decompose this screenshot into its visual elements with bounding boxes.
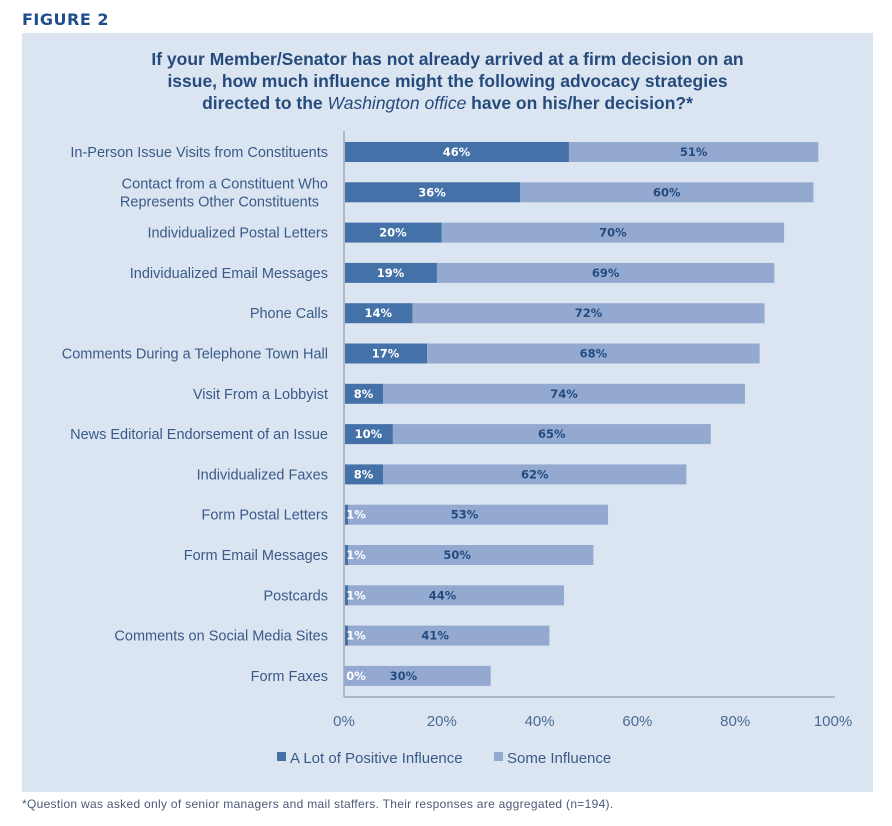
bar-some	[344, 665, 491, 686]
chart-title: If your Member/Senator has not already a…	[22, 48, 873, 114]
data-label-a-lot: 1%	[346, 508, 366, 522]
bar-a-lot	[345, 262, 437, 283]
figure-label: FIGURE 2	[22, 10, 109, 29]
data-label-some: 41%	[421, 629, 449, 643]
data-label-some: 53%	[451, 508, 479, 522]
chart-title-line-3-post: have on his/her decision?*	[466, 93, 693, 113]
bar-some	[383, 464, 687, 485]
category-label: Represents Other Constituents	[120, 194, 319, 210]
x-tick-label: 40%	[525, 713, 555, 730]
bar-some	[348, 625, 550, 646]
data-label-some: 72%	[575, 306, 603, 320]
bar-some	[383, 383, 745, 404]
category-label: In-Person Issue Visits from Constituents	[70, 145, 328, 161]
data-label-a-lot: 0%	[346, 669, 366, 683]
bar-a-lot	[345, 383, 384, 404]
bar-a-lot	[345, 424, 393, 445]
data-label-some: 74%	[550, 387, 578, 401]
data-label-a-lot: 1%	[346, 588, 366, 602]
data-label-some: 62%	[521, 467, 549, 481]
legend-label-some: Some Influence	[507, 750, 611, 767]
x-tick-label: 20%	[427, 713, 457, 730]
category-label: Individualized Email Messages	[130, 266, 328, 282]
bar-a-lot	[345, 585, 348, 606]
bar-some	[348, 504, 609, 525]
data-label-a-lot: 8%	[354, 467, 374, 481]
data-label-some: 50%	[443, 548, 471, 562]
data-label-some: 68%	[580, 347, 608, 361]
bar-a-lot	[345, 625, 348, 646]
bar-some	[520, 182, 814, 203]
bar-a-lot	[345, 464, 384, 485]
data-label-a-lot: 14%	[364, 306, 392, 320]
category-label: Comments During a Telephone Town Hall	[62, 347, 328, 363]
bar-a-lot	[345, 504, 348, 525]
bar-a-lot	[345, 303, 413, 324]
category-label: News Editorial Endorsement of an Issue	[70, 427, 328, 443]
data-label-a-lot: 1%	[346, 548, 366, 562]
category-label: Postcards	[264, 588, 328, 604]
data-label-a-lot: 36%	[418, 185, 446, 199]
bar-some	[392, 424, 711, 445]
x-tick-label: 100%	[814, 713, 852, 730]
data-label-a-lot: 10%	[355, 427, 383, 441]
data-label-a-lot: 19%	[377, 266, 405, 280]
bar-some	[436, 262, 775, 283]
bar-some	[348, 545, 594, 565]
data-label-some: 30%	[390, 669, 418, 683]
bar-a-lot	[345, 545, 348, 565]
category-label: Comments on Social Media Sites	[114, 629, 328, 645]
bar-a-lot	[345, 142, 569, 162]
bar-some	[348, 585, 565, 606]
data-label-a-lot: 20%	[379, 226, 407, 240]
chart-title-emphasis: Washington office	[327, 93, 467, 113]
category-label: Visit From a Lobbyist	[193, 387, 328, 403]
footnote: *Question was asked only of senior manag…	[22, 797, 614, 811]
data-label-some: 69%	[592, 266, 620, 280]
category-label: Phone Calls	[250, 306, 328, 322]
data-label-a-lot: 46%	[443, 145, 471, 159]
legend-swatch-some	[494, 752, 503, 761]
data-label-a-lot: 8%	[354, 387, 374, 401]
bar-a-lot	[345, 182, 521, 203]
x-tick-label: 60%	[622, 713, 652, 730]
chart-title-line-3-pre: directed to the	[202, 93, 328, 113]
x-tick-label: 80%	[720, 713, 750, 730]
data-label-some: 70%	[599, 226, 627, 240]
legend-swatch-a-lot	[277, 752, 286, 761]
category-label: Form Email Messages	[184, 548, 328, 564]
bar-some	[568, 142, 819, 162]
chart-title-line-2: issue, how much influence might the foll…	[167, 71, 728, 91]
bar-some	[412, 303, 765, 324]
chart-title-line-3: directed to the Washington office have o…	[22, 92, 873, 114]
bar-some	[427, 343, 760, 364]
category-label: Contact from a Constituent Who	[122, 176, 328, 192]
bar-some	[441, 222, 785, 243]
chart-title-line-1: If your Member/Senator has not already a…	[151, 49, 744, 69]
bar-a-lot	[345, 343, 428, 364]
data-label-some: 44%	[429, 588, 457, 602]
category-label: Individualized Postal Letters	[147, 226, 328, 242]
data-label-a-lot: 1%	[346, 629, 366, 643]
legend-label-a-lot: A Lot of Positive Influence	[290, 750, 463, 767]
data-label-some: 65%	[538, 427, 566, 441]
data-label-a-lot: 17%	[372, 347, 400, 361]
category-label: Form Postal Letters	[201, 508, 328, 524]
category-label: Form Faxes	[251, 669, 328, 685]
category-label: Individualized Faxes	[197, 467, 328, 483]
x-tick-label: 0%	[333, 713, 355, 730]
bar-a-lot	[345, 222, 442, 243]
data-label-some: 51%	[680, 145, 708, 159]
data-label-some: 60%	[653, 185, 681, 199]
